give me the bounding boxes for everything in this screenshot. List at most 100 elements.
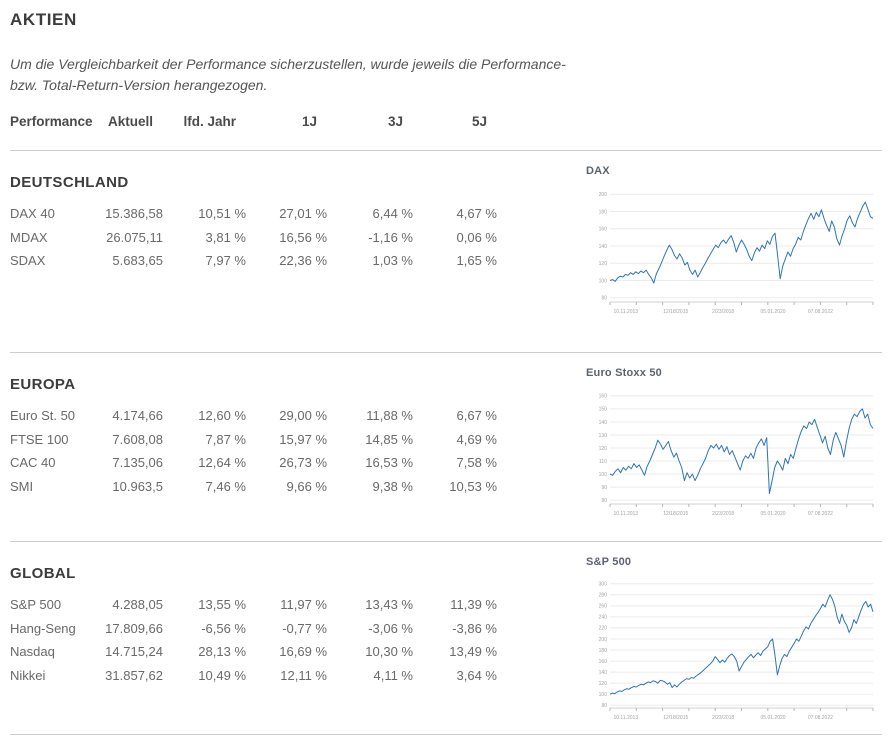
section-title: EUROPA — [10, 376, 76, 393]
chart-line — [609, 594, 874, 695]
row-label: Nikkei — [10, 667, 46, 683]
x-axis-label: 07.08.2022 — [808, 715, 833, 721]
row-value: 15.386,58 — [105, 206, 163, 221]
row-value: 1,03 % — [372, 253, 413, 268]
table-row: CAC 40 7.135,06 12,64 % 26,73 % 16,53 % … — [10, 451, 497, 475]
index-line-chart: 200 180 160 140 120 100 80 10.11.2013 12/18/2015… — [599, 192, 874, 315]
row-value: 10,51 % — [198, 206, 246, 221]
row-value: 26,73 % — [279, 455, 327, 470]
column-header-lfd-jahr: lfd. Jahr — [183, 114, 236, 129]
row-label: CAC 40 — [10, 455, 56, 470]
row-value: -6,56 % — [201, 620, 246, 636]
row-value: 6,44 % — [372, 206, 413, 221]
y-axis-label: 100 — [599, 472, 608, 478]
section-chart: S&P 500 300 280 260 240 220 200 180 160 140 120 10… — [586, 542, 882, 734]
row-value: 17.809,66 — [105, 620, 163, 636]
section-chart: DAX 200 180 160 140 120 100 80 10.11.2013 12/18/… — [586, 151, 882, 352]
column-header-3j: 3J — [387, 114, 403, 129]
y-axis-label: 100 — [599, 278, 608, 284]
row-value: 16,56 % — [279, 229, 327, 245]
x-axis-label: 2/23/2018 — [712, 511, 734, 517]
row-value: 11,39 % — [450, 597, 497, 612]
description: Um die Vergleichbarkeit der Performance … — [10, 54, 882, 96]
row-value: -1,16 % — [368, 229, 413, 245]
row-value: 10.963,5 — [112, 478, 163, 494]
y-axis-label: 200 — [599, 192, 608, 198]
y-axis-label: 80 — [601, 498, 607, 504]
row-value: -0,77 % — [282, 620, 327, 636]
table-header-row: Performance Aktuell lfd. Jahr 1J 3J 5J — [10, 114, 497, 150]
row-value: 7,46 % — [205, 478, 246, 494]
row-value: 3,81 % — [205, 229, 246, 245]
y-axis-label: 160 — [599, 659, 608, 665]
row-value: 28,13 % — [198, 644, 246, 659]
row-value: 10,49 % — [198, 667, 246, 683]
x-axis-label: 10.11.2013 — [613, 715, 638, 721]
x-axis-label: 07.08.2022 — [808, 309, 833, 315]
row-label: Nasdaq — [10, 644, 55, 659]
row-value: 7,87 % — [205, 431, 246, 447]
row-value: 7,97 % — [205, 253, 246, 268]
row-value: 9,66 % — [286, 478, 327, 494]
section-table: GLOBAL S&P 500 4.288,05 13,55 % 11,97 % … — [10, 542, 507, 734]
y-axis-label: 120 — [599, 261, 608, 267]
row-value: 4.174,66 — [112, 408, 163, 423]
y-axis-label: 140 — [599, 244, 608, 250]
row-value: 13,49 % — [449, 644, 497, 659]
row-value: 12,60 % — [198, 408, 246, 423]
y-axis-label: 110 — [599, 459, 607, 465]
x-axis-label: 05.01.2020 — [761, 715, 786, 721]
y-axis-label: 120 — [599, 446, 608, 452]
y-axis-label: 120 — [599, 681, 608, 687]
row-value: 16,53 % — [365, 455, 413, 470]
y-axis-label: 140 — [599, 420, 608, 426]
x-axis-label: 05.01.2020 — [761, 309, 786, 315]
row-value: 12,11 % — [280, 667, 327, 683]
row-value: 14.715,24 — [105, 644, 163, 659]
row-value: 5.683,65 — [112, 253, 163, 268]
sections-container: DEUTSCHLAND DAX 40 15.386,58 10,51 % 27,… — [10, 150, 882, 734]
chart-line — [609, 201, 874, 284]
row-value: -3,06 % — [368, 620, 413, 636]
chart-title: DAX — [586, 165, 610, 177]
x-axis-label: 10.11.2013 — [613, 511, 638, 517]
x-axis-label: 05.01.2020 — [761, 511, 786, 517]
y-axis-label: 220 — [599, 626, 608, 632]
x-axis-label: 12/18/2015 — [663, 511, 688, 517]
section-chart: Euro Stoxx 50 160 150 140 130 120 110 100 90 80 1… — [586, 353, 882, 541]
column-header-5j: 5J — [471, 114, 487, 129]
table-row: FTSE 100 7.608,08 7,87 % 15,97 % 14,85 %… — [10, 428, 497, 452]
column-header-aktuell: Aktuell — [107, 114, 153, 129]
chart-line — [609, 408, 874, 495]
row-value: 27,01 % — [279, 206, 327, 221]
y-axis-label: 280 — [599, 593, 608, 599]
row-label: Euro St. 50 — [10, 408, 76, 423]
table-row: SMI 10.963,5 7,46 % 9,66 % 9,38 % 10,53 … — [10, 475, 497, 499]
table-row: S&P 500 4.288,05 13,55 % 11,97 % 13,43 %… — [10, 593, 497, 617]
bottom-divider — [10, 734, 882, 735]
row-value: 0,06 % — [456, 229, 497, 245]
row-value: 7.608,08 — [112, 431, 163, 447]
x-axis-label: 07.08.2022 — [808, 511, 833, 517]
chart-title: Euro Stoxx 50 — [586, 367, 662, 379]
index-line-chart: 300 280 260 240 220 200 180 160 140 120 100 80 10.11… — [599, 582, 874, 721]
page: AKTIEN Um die Vergleichbarkeit der Perfo… — [0, 10, 889, 735]
row-value: 4,69 % — [456, 431, 497, 447]
row-value: 26.075,11 — [106, 229, 163, 245]
row-value: -3,86 % — [452, 620, 497, 636]
page-title: AKTIEN — [10, 10, 77, 29]
row-value: 11,97 % — [280, 597, 327, 612]
chart-title: S&P 500 — [586, 556, 632, 568]
y-axis-label: 140 — [599, 670, 608, 676]
row-label: Hang-Seng — [10, 620, 76, 636]
y-axis-label: 90 — [601, 485, 607, 491]
section-title: GLOBAL — [10, 565, 76, 582]
description-line-2: bzw. Total-Return-Version herangezogen. — [10, 77, 268, 93]
section-rows: S&P 500 4.288,05 13,55 % 11,97 % 13,43 %… — [10, 593, 507, 687]
section-rows: Euro St. 50 4.174,66 12,60 % 29,00 % 11,… — [10, 404, 507, 498]
index-line-chart: 160 150 140 130 120 110 100 90 80 10.11.2013 12/18… — [599, 394, 874, 517]
description-line-1: Um die Vergleichbarkeit der Performance … — [10, 56, 566, 72]
row-value: 4,11 % — [373, 667, 413, 683]
row-value: 12,64 % — [198, 455, 246, 470]
x-axis-label: 10.11.2013 — [613, 309, 638, 315]
